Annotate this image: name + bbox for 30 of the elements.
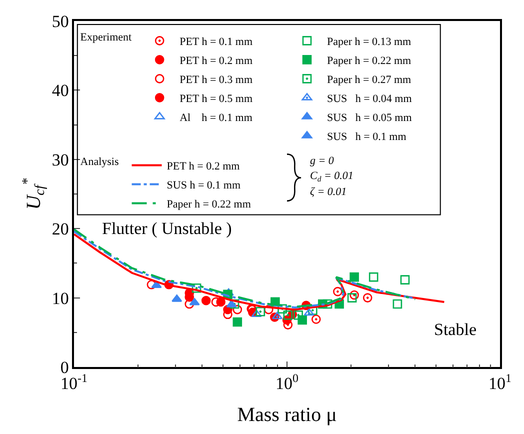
annotation: Experiment: [80, 31, 132, 44]
legend-label: PET h = 0.2 mm: [166, 160, 240, 173]
y-tick-label: 0: [60, 358, 69, 377]
legend-label: Paper h = 0.22 mm: [166, 198, 252, 211]
y-tick-label: 40: [52, 81, 69, 100]
annotation: Analysis: [80, 156, 119, 168]
annotation: C$_{d}$ = 0.01: [310, 170, 354, 184]
legend-label: Paper h = 0.22 mm: [327, 54, 412, 67]
x-tick-label: 10$^{0}$: [276, 371, 299, 394]
y-tick-label: 20: [52, 220, 69, 239]
annotation: Flutter ( Unstable ): [102, 219, 232, 238]
legend-label: PET h = 0.1 mm: [180, 36, 253, 48]
legend-label: PET h = 0.3 mm: [180, 74, 253, 86]
annotation: ζ = 0.01: [310, 186, 347, 198]
legend-label: PET h = 0.5 mm: [180, 92, 253, 105]
annotation: Stable: [434, 320, 476, 339]
legend-label: Paper h = 0.13 mm: [327, 36, 412, 48]
annotation: g = 0: [310, 155, 334, 167]
y-tick-label: 50: [52, 12, 69, 31]
legend-label: SUS h = 0.1 mm: [166, 180, 241, 192]
legend-label: SUS h = 0.04 mm: [327, 92, 412, 105]
legend-label: Al h = 0.1 mm: [180, 112, 253, 124]
y-tick-label: 10: [52, 288, 69, 308]
y-tick-label: 30: [52, 150, 69, 170]
legend-label: SUS h = 0.1 mm: [327, 130, 407, 143]
legend-label: SUS h = 0.05 mm: [327, 112, 412, 124]
x-axis-title: Mass ratio μ: [237, 404, 337, 426]
x-tick-label: 10$^{1}$: [488, 371, 512, 394]
legend-label: PET h = 0.2 mm: [180, 54, 253, 67]
legend-label: Paper h = 0.27 mm: [327, 74, 412, 86]
